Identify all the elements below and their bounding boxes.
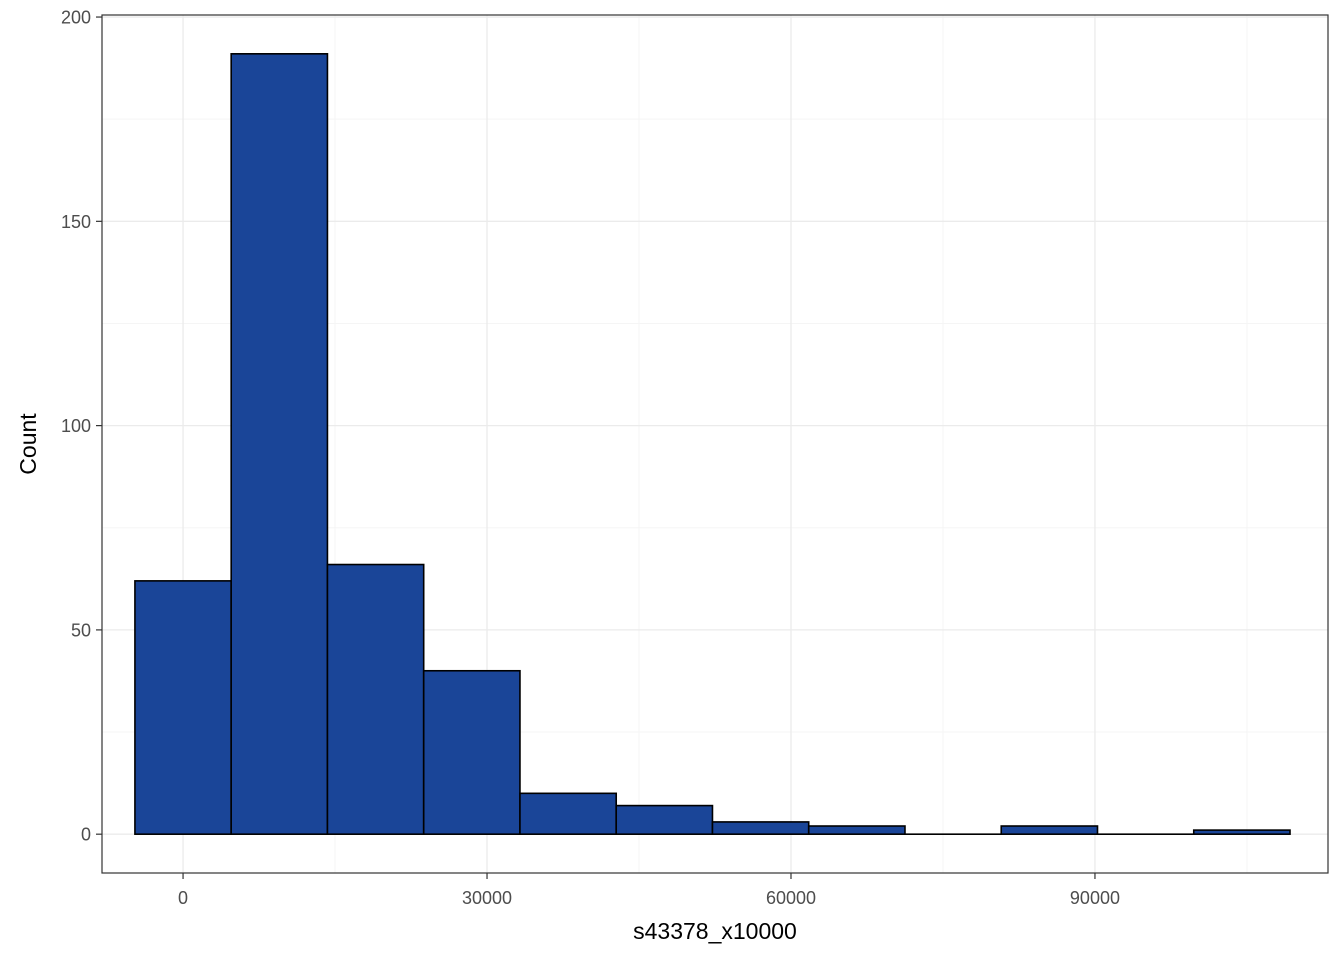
histogram-bar-12 <box>1192 829 1291 835</box>
histogram-bar-7 <box>711 821 810 835</box>
histogram-bar-5 <box>519 792 618 835</box>
histogram-bar-10 <box>1000 825 1099 835</box>
histogram-bar-3 <box>326 563 425 835</box>
y-tick-label: 50 <box>71 620 91 640</box>
histogram-bar-1 <box>134 580 232 835</box>
y-tick-label: 200 <box>61 8 91 28</box>
y-tick-label: 0 <box>81 825 91 845</box>
histogram-bar-2 <box>230 53 329 835</box>
x-tick-label: 0 <box>178 888 188 908</box>
y-axis-title: Count <box>15 413 41 475</box>
x-axis: 0 30000 60000 90000 <box>178 873 1120 908</box>
y-axis: 0 50 100 150 200 <box>61 8 102 845</box>
histogram-bar-8 <box>807 825 906 835</box>
y-tick-label: 100 <box>61 416 91 436</box>
panel-border <box>101 14 1329 874</box>
x-tick-label: 60000 <box>766 888 816 908</box>
histogram-bars <box>134 53 1291 835</box>
x-axis-title: s43378_x10000 <box>633 918 797 944</box>
y-tick-label: 150 <box>61 212 91 232</box>
x-tick-label: 30000 <box>462 888 512 908</box>
histogram-bar-6 <box>615 804 714 835</box>
histogram-bar-4 <box>422 669 521 835</box>
x-tick-label: 90000 <box>1070 888 1120 908</box>
